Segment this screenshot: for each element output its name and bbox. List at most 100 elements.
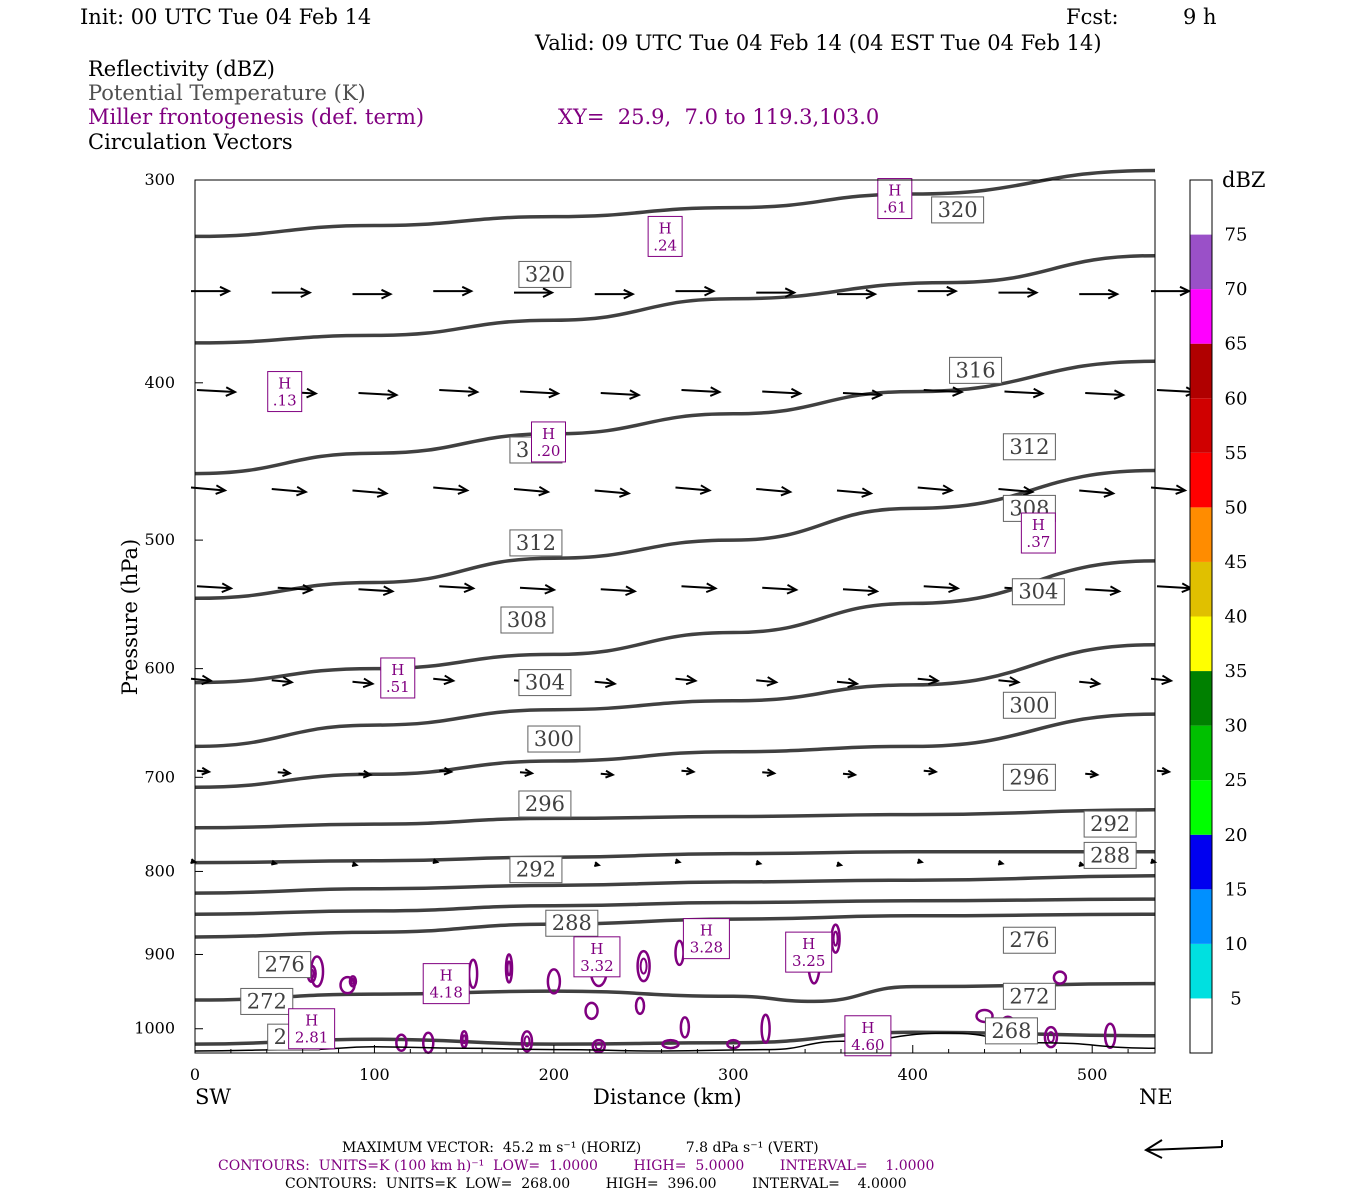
- theta-contour-304: [194, 559, 1156, 685]
- vector-head: [382, 585, 395, 597]
- vector-head: [362, 769, 373, 779]
- fronto-max-letter: H: [861, 1019, 874, 1037]
- vector-shaft: [1150, 486, 1186, 492]
- vector-shaft: [271, 487, 306, 493]
- vector-shaft: [196, 585, 232, 590]
- theta-contour-316: [194, 253, 1156, 345]
- x-axis-left-end: SW: [195, 1085, 231, 1109]
- vector-head: [927, 674, 941, 686]
- vector-shaft: [594, 680, 615, 685]
- plot-frame: [194, 179, 1156, 1054]
- fronto-contour: [975, 1008, 994, 1024]
- fronto-contour: [395, 1033, 408, 1052]
- vector-head: [997, 859, 1005, 866]
- fronto-max-box: [682, 918, 730, 960]
- vector-head: [766, 768, 777, 777]
- theta-label: 288: [552, 911, 592, 935]
- axes: 0 100 200 300 400 500 300 400 500 600 700 800 900 100…: [134, 170, 1129, 1084]
- colorbar-bin: [1190, 998, 1212, 1053]
- fronto-contour: [584, 1001, 599, 1021]
- vector-head: [1078, 861, 1086, 867]
- vector-head: [704, 285, 716, 297]
- fronto-max-box: [1020, 512, 1056, 554]
- y-tick-label: 400: [144, 373, 175, 392]
- vector-shaft: [190, 677, 212, 682]
- vector-head: [674, 858, 682, 864]
- theta-label: 320: [525, 262, 565, 286]
- vector-head: [300, 287, 313, 298]
- colorbar-bin: [1190, 234, 1212, 290]
- theta-label: 272: [1009, 984, 1049, 1008]
- fronto-max-box: [422, 963, 470, 1005]
- vector-head: [948, 582, 961, 594]
- vector-head: [865, 288, 878, 300]
- fronto-max-value: .20: [537, 442, 561, 460]
- colorbar-bin: [1190, 889, 1212, 944]
- x-tick-label: 400: [897, 1065, 928, 1084]
- fronto-max-value: 2.81: [295, 1029, 328, 1047]
- x-tick-label: 0: [190, 1065, 200, 1084]
- vector-shaft: [917, 486, 952, 492]
- theta-label: 312: [516, 531, 556, 555]
- theta-label-box: [527, 725, 581, 753]
- fronto-contour: [546, 968, 562, 995]
- vector-head: [928, 766, 939, 776]
- theta-contour-312: [194, 359, 1156, 476]
- colorbar-bin: [1190, 343, 1212, 399]
- fronto-contour-inner: [350, 977, 356, 985]
- fronto-max-value: .51: [386, 678, 410, 696]
- vector-shaft: [1156, 585, 1192, 590]
- fronto-max-letter: H: [700, 922, 713, 940]
- vector-shaft: [277, 586, 312, 591]
- vector-shaft: [762, 586, 797, 591]
- vector-head: [705, 582, 718, 594]
- fronto-max-value: .61: [883, 199, 907, 217]
- fronto-contour-inner: [523, 1035, 531, 1048]
- fronto-contour: [422, 1031, 435, 1054]
- vector-shaft: [1079, 680, 1100, 685]
- vector-shaft: [600, 588, 635, 593]
- vector-head: [542, 287, 555, 298]
- theta-label-box: [240, 987, 294, 1015]
- fronto-contour: [459, 1029, 469, 1049]
- colorbar-bin: [1190, 289, 1212, 344]
- theta-label: 304: [1018, 580, 1058, 604]
- theta-label: 316: [956, 358, 996, 382]
- colorbar-label: 10: [1225, 934, 1248, 955]
- colorbar-bin: [1190, 507, 1212, 562]
- colorbar-label: 25: [1225, 770, 1248, 791]
- x-tick-label: 500: [1077, 1065, 1108, 1084]
- theta-label: 308: [507, 608, 547, 632]
- fronto-contour: [661, 1038, 680, 1050]
- vector-shaft: [842, 588, 878, 593]
- fronto-max-value: 3.25: [792, 952, 825, 970]
- fronto-max-letter: H: [440, 967, 453, 985]
- ref-arrow-head: [1143, 1139, 1163, 1159]
- vector-head: [790, 387, 803, 399]
- fronto-contour: [348, 975, 358, 988]
- field-reflectivity: Reflectivity (dBZ): [88, 57, 276, 81]
- theta-label-box: [509, 856, 563, 884]
- vector-shaft: [1085, 392, 1124, 397]
- vector-shaft: [836, 489, 872, 495]
- vector-head: [861, 487, 874, 498]
- vector-shaft: [675, 486, 710, 492]
- colorbar-bin: [1190, 943, 1212, 999]
- vector-shaft: [762, 390, 801, 395]
- vector-head: [1107, 288, 1120, 300]
- vector-head: [1109, 585, 1122, 597]
- theta-label: 268: [991, 1019, 1031, 1043]
- theta-contour-272: [194, 981, 1156, 1004]
- vector-shaft: [998, 487, 1033, 493]
- vector-head: [271, 859, 278, 866]
- vector-head: [594, 861, 601, 867]
- theta-contour-276: [194, 912, 1156, 939]
- fronto-contour: [1103, 1022, 1117, 1050]
- theta-label: 304: [525, 671, 565, 695]
- vector-head: [461, 285, 474, 297]
- vector-head: [786, 584, 799, 595]
- colorbar-frame: [1189, 179, 1213, 1054]
- theta-label: 292: [516, 858, 556, 882]
- vector-shaft: [519, 586, 555, 591]
- theta-contour-292: [194, 808, 1156, 830]
